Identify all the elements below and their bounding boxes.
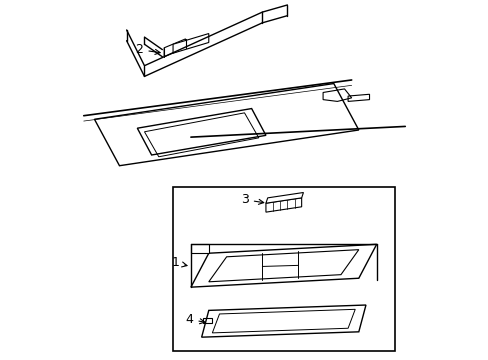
Text: 1: 1 — [171, 256, 186, 269]
Polygon shape — [190, 244, 208, 253]
Polygon shape — [173, 33, 208, 53]
Polygon shape — [265, 193, 303, 203]
Polygon shape — [265, 198, 301, 212]
Text: 4: 4 — [185, 313, 204, 326]
Polygon shape — [190, 244, 376, 287]
Text: 3: 3 — [241, 193, 263, 206]
Polygon shape — [201, 305, 365, 337]
Text: 2: 2 — [135, 43, 160, 56]
Polygon shape — [164, 39, 185, 57]
Bar — [173, 187, 394, 351]
